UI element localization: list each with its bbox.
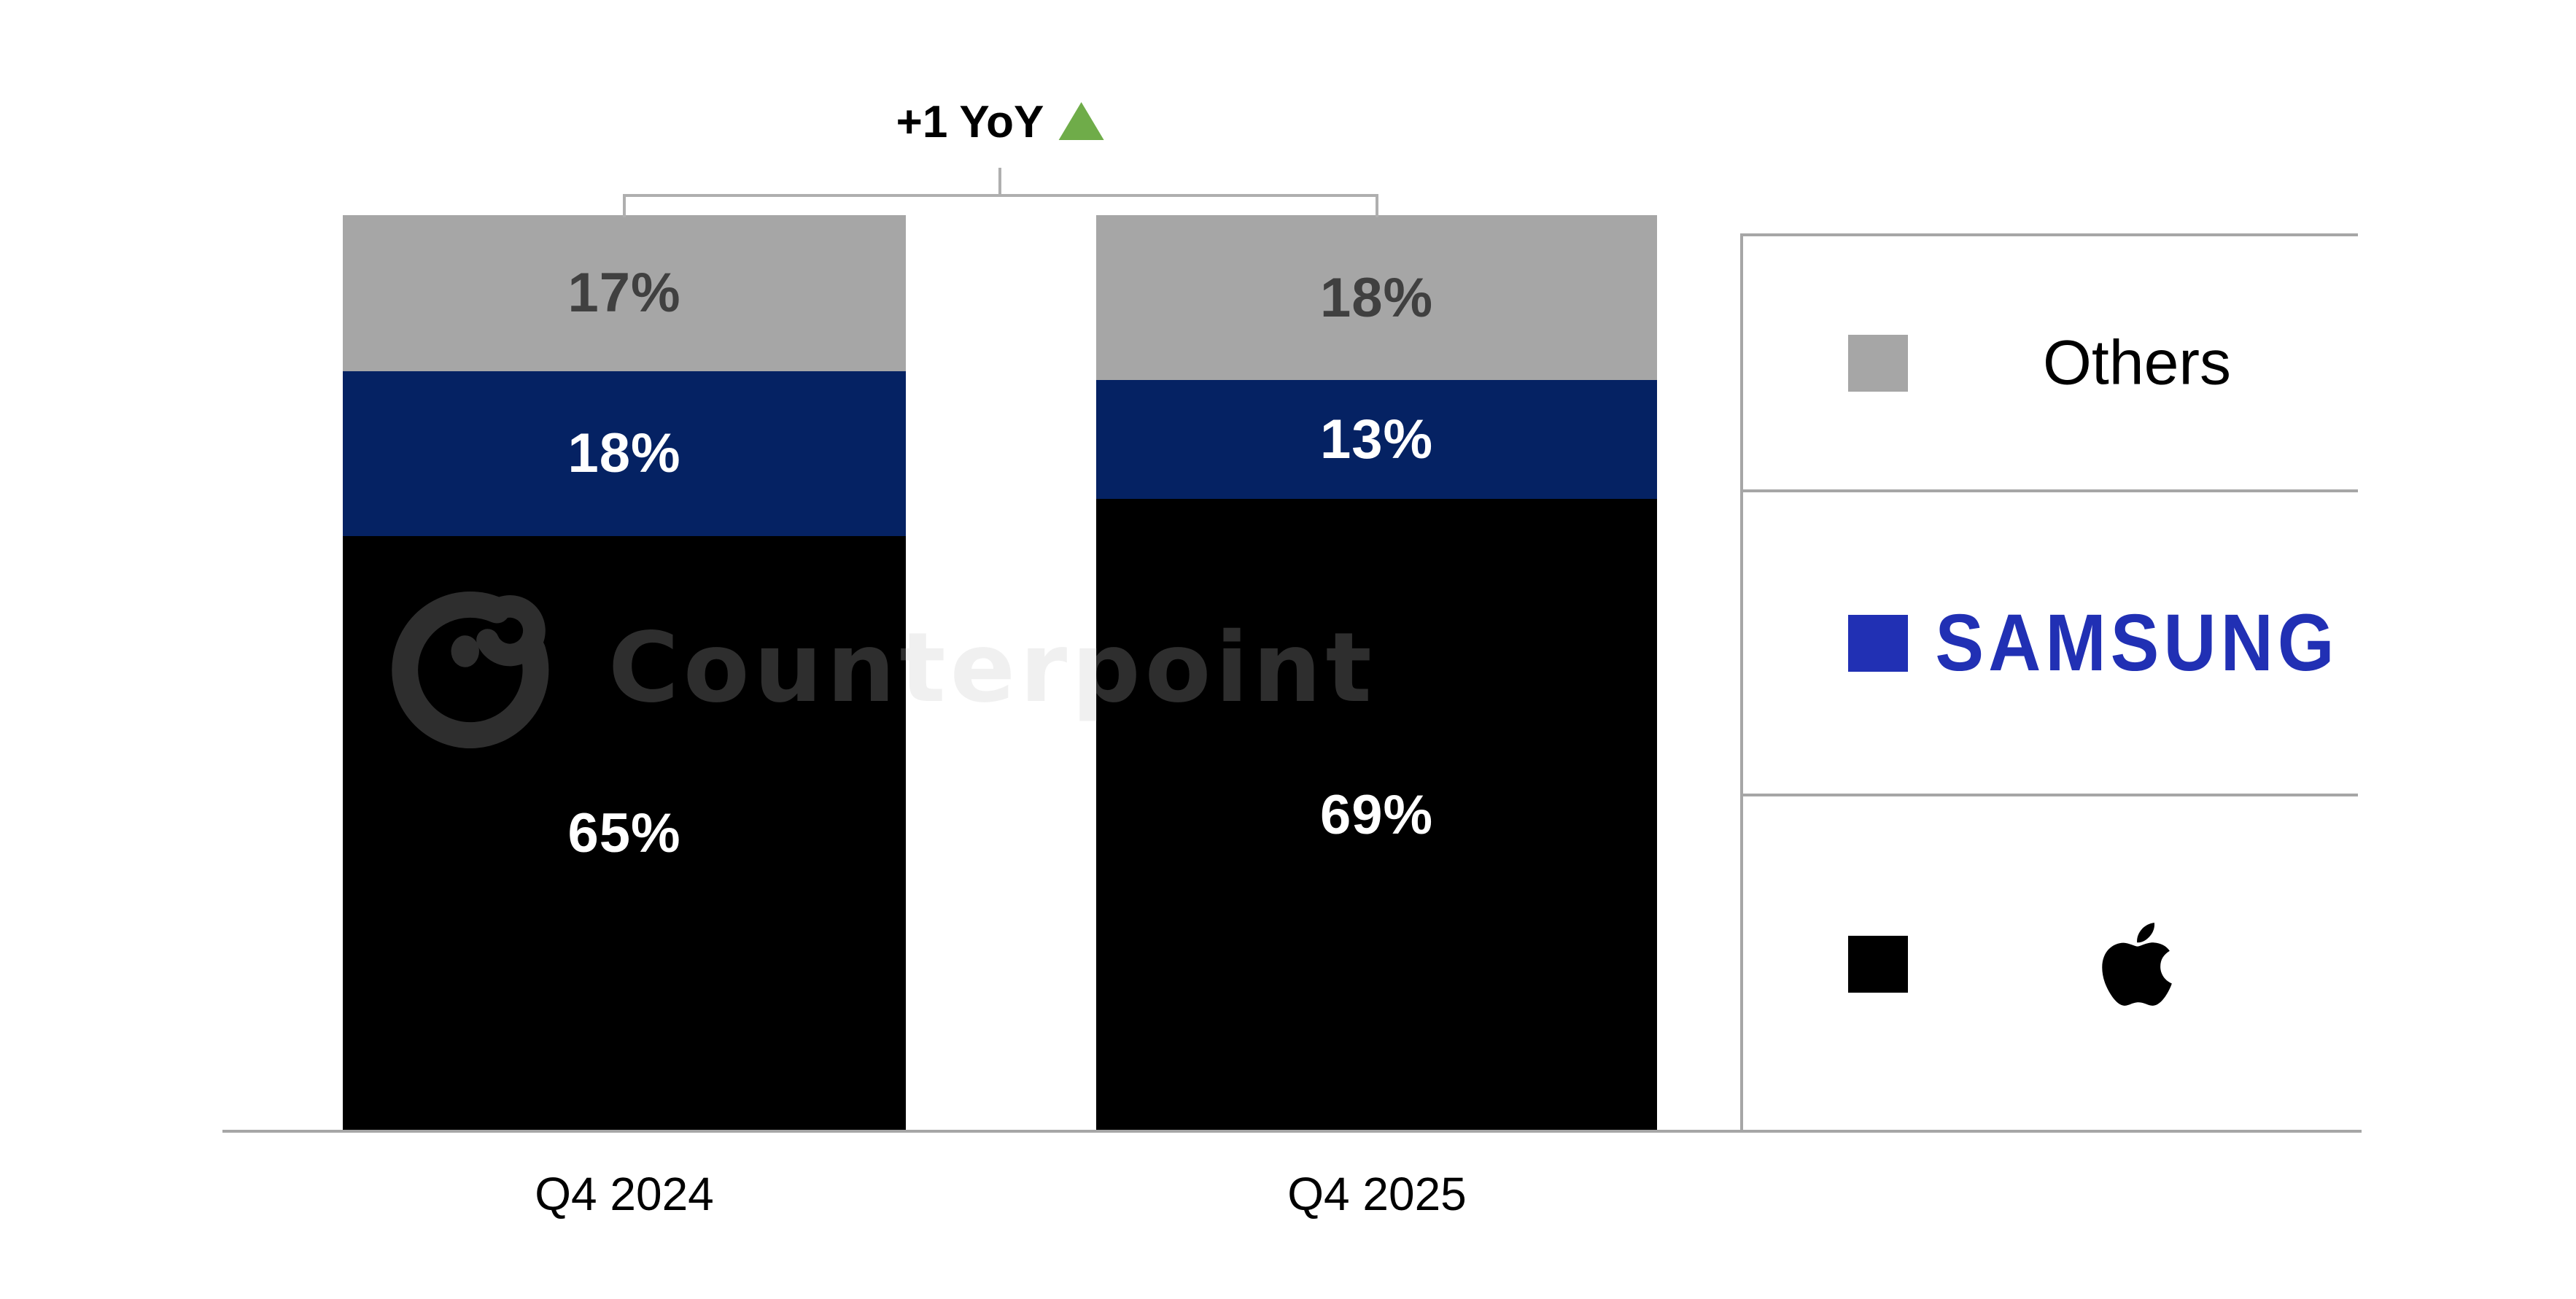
apple-logo-icon (2102, 922, 2172, 1006)
yoy-annotation-label: +1 YoY (896, 97, 1044, 147)
bar-q4-2024: 17% 18% 65% (343, 215, 906, 1131)
legend-label-others: Others (2042, 327, 2232, 398)
bar-segment-others-q4-2024: 17% (343, 215, 906, 371)
bar-value-label: 69% (1319, 784, 1434, 847)
legend-swatch-apple (1848, 935, 1908, 993)
bar-segment-samsung-q4-2025: 13% (1096, 380, 1657, 500)
bar-value-label: 17% (567, 262, 681, 325)
legend-panel: Others SAMSUNG (1740, 233, 2358, 1131)
apple-logo-wrap (2101, 917, 2173, 1012)
yoy-annotation: +1 YoY (896, 96, 1104, 148)
bar-q4-2025: 18% 13% 69% (1096, 215, 1657, 1131)
legend-item-samsung: SAMSUNG (1743, 492, 2358, 796)
x-axis-label-q4-2025: Q4 2025 (1287, 1168, 1467, 1220)
bar-segment-apple-q4-2025: 69% (1096, 499, 1657, 1131)
bar-segment-samsung-q4-2024: 18% (343, 371, 906, 536)
bar-value-label: 18% (1319, 266, 1434, 329)
legend-item-others: Others (1743, 236, 2358, 492)
yoy-up-triangle-icon (1058, 101, 1104, 140)
legend-swatch-samsung (1848, 614, 1908, 672)
bar-value-label: 13% (1319, 408, 1434, 471)
bar-segment-apple-q4-2024: 65% (343, 535, 906, 1131)
bar-segment-others-q4-2025: 18% (1096, 215, 1657, 381)
x-axis-label-q4-2024: Q4 2024 (535, 1168, 714, 1220)
bar-value-label: 65% (567, 802, 681, 865)
x-axis-line (222, 1130, 2362, 1133)
bar-value-label: 18% (567, 422, 681, 485)
samsung-wordmark: SAMSUNG (1935, 597, 2339, 688)
legend-item-apple (1743, 796, 2358, 1131)
legend-swatch-others (1848, 334, 1908, 392)
